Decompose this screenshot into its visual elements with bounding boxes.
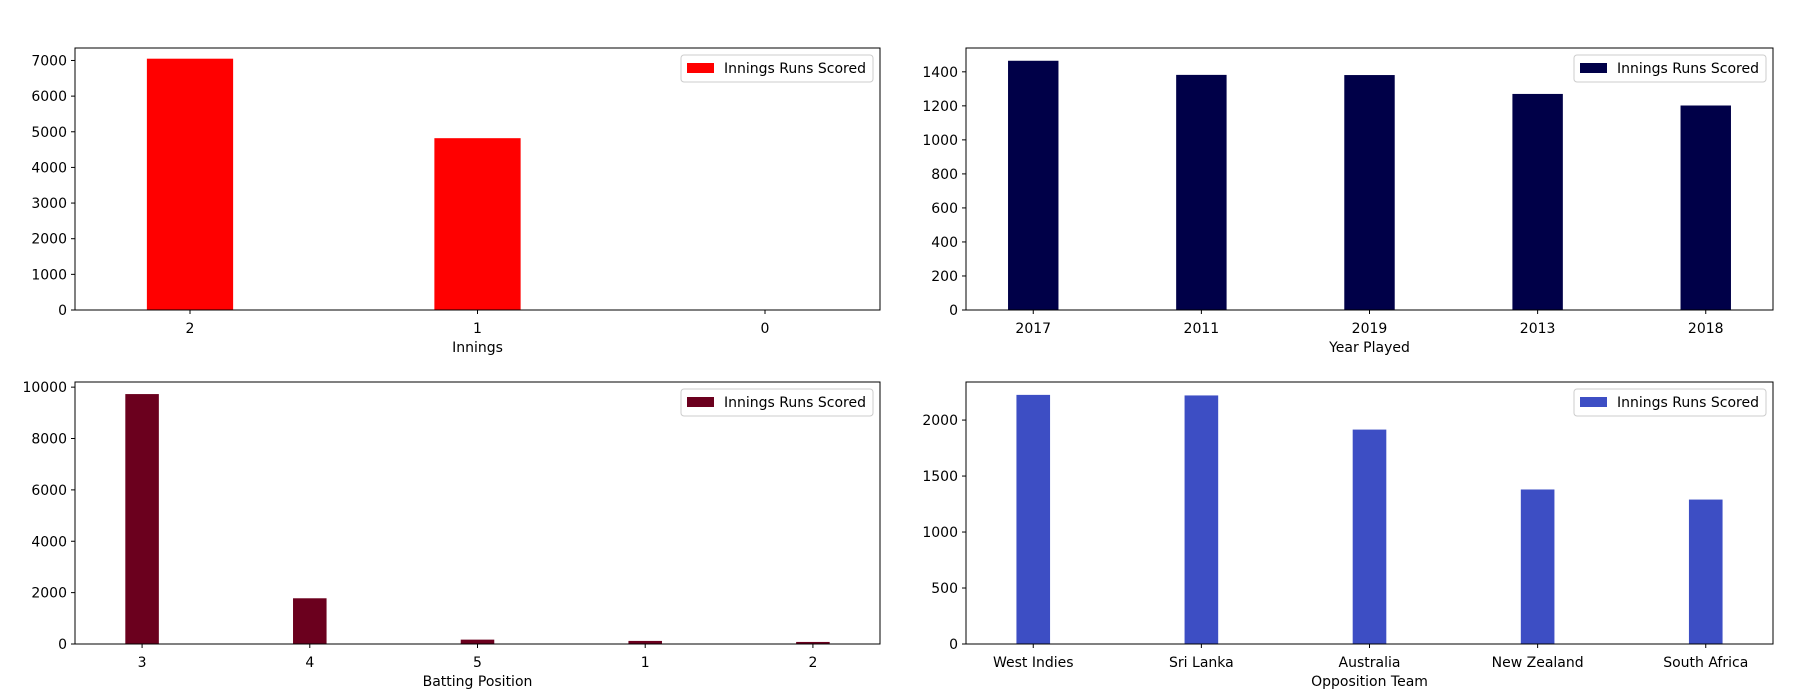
y-tick-label: 2000	[31, 232, 67, 248]
x-tick-label: 2	[186, 321, 195, 337]
x-tick-label: 2011	[1184, 321, 1220, 337]
x-tick-label: 5	[473, 655, 482, 671]
x-tick-label: West Indies	[993, 655, 1074, 671]
plot-frame	[74, 381, 881, 645]
legend: Innings Runs Scored	[680, 388, 874, 417]
y-tick-label: 400	[931, 235, 958, 251]
y-tick-label: 4000	[31, 534, 67, 550]
y-tick-label: 1500	[922, 469, 958, 485]
y-tick-label: 0	[949, 637, 958, 653]
x-tick-label: South Africa	[1663, 655, 1748, 671]
chart-panel-3: 0 2000 4000 6000 8000 10000 3 4 5 1 2 Batting Posit…	[22, 380, 881, 690]
legend: Innings Runs Scored	[1573, 54, 1767, 83]
y-tick-label: 6000	[31, 483, 67, 499]
x-tick-label: 2013	[1520, 321, 1556, 337]
legend-swatch	[1580, 63, 1607, 73]
x-axis-label: Batting Position	[423, 674, 533, 690]
x-tick-label: New Zealand	[1492, 655, 1584, 671]
bar-west-indies	[1016, 394, 1051, 644]
bar-2013	[1512, 93, 1563, 311]
legend-swatch	[687, 63, 714, 73]
x-axis-label: Opposition Team	[1311, 674, 1428, 690]
chart-panel-2: 0 200 400 600 800 1000 1200 1400 2017 2011 2019 201…	[922, 47, 1774, 356]
bar-new-zealand	[1520, 489, 1555, 644]
x-tick-label: 2018	[1688, 321, 1724, 337]
x-tick-label: Australia	[1339, 655, 1401, 671]
y-tick-label: 800	[931, 167, 958, 183]
bar-sri-lanka	[1184, 395, 1219, 644]
legend: Innings Runs Scored	[680, 54, 874, 83]
y-tick-label: 8000	[31, 432, 67, 448]
legend-label: Innings Runs Scored	[724, 395, 866, 411]
x-tick-label: 3	[138, 655, 147, 671]
x-axis-label: Year Played	[1328, 340, 1410, 356]
y-tick-label: 1000	[922, 133, 958, 149]
legend-box	[680, 54, 874, 83]
x-tick-label: Sri Lanka	[1169, 655, 1234, 671]
x-axis-label: Innings	[452, 340, 503, 356]
legend-label: Innings Runs Scored	[1617, 395, 1759, 411]
y-tick-label: 1200	[922, 99, 958, 115]
y-tick-label: 200	[931, 269, 958, 285]
legend-swatch	[687, 397, 714, 407]
y-tick-label: 500	[931, 581, 958, 597]
y-tick-label: 0	[949, 303, 958, 319]
legend-box	[680, 388, 874, 417]
bar-2017	[1008, 60, 1059, 311]
bar-4	[293, 598, 327, 644]
bar-australia	[1352, 429, 1387, 644]
bar-2019	[1344, 75, 1395, 310]
y-tick-label: 10000	[22, 380, 67, 396]
chart-panel-4: 0 500 1000 1500 2000 West Indies Sri Lanka Aust…	[922, 381, 1774, 690]
x-tick-label: 2	[808, 655, 817, 671]
x-tick-label: 2017	[1015, 321, 1051, 337]
y-tick-label: 5000	[31, 125, 67, 141]
x-tick-label: 2019	[1352, 321, 1388, 337]
legend-label: Innings Runs Scored	[724, 61, 866, 77]
legend-box	[1573, 54, 1767, 83]
bar-2018	[1680, 105, 1731, 310]
bar-south-africa	[1688, 499, 1723, 644]
bar-2011	[1176, 74, 1227, 310]
y-tick-label: 6000	[31, 89, 67, 105]
bar-2	[796, 641, 830, 644]
x-tick-label: 1	[473, 321, 482, 337]
y-tick-label: 3000	[31, 196, 67, 212]
bar-5	[460, 639, 495, 644]
y-tick-label: 2000	[31, 586, 67, 602]
x-tick-label: 0	[761, 321, 770, 337]
legend-label: Innings Runs Scored	[1617, 61, 1759, 77]
bar-2	[146, 58, 234, 310]
y-tick-label: 2000	[922, 413, 958, 429]
bar-1	[434, 138, 521, 310]
y-tick-label: 7000	[31, 53, 67, 69]
y-tick-label: 0	[58, 637, 67, 653]
legend: Innings Runs Scored	[1573, 388, 1767, 417]
y-tick-label: 0	[58, 303, 67, 319]
y-tick-label: 600	[931, 201, 958, 217]
legend-swatch	[1580, 397, 1607, 407]
legend-box	[1573, 388, 1767, 417]
bar-3	[125, 394, 159, 644]
x-tick-label: 4	[305, 655, 314, 671]
y-tick-label: 1400	[922, 65, 958, 81]
y-tick-label: 4000	[31, 160, 67, 176]
bar-1	[628, 640, 662, 644]
y-tick-label: 1000	[31, 267, 67, 283]
chart-panel-1: 0 1000 2000 3000 4000 5000 6000 7000 2 1 0 Innings I…	[31, 47, 881, 356]
x-tick-label: 1	[641, 655, 650, 671]
y-tick-label: 1000	[922, 525, 958, 541]
